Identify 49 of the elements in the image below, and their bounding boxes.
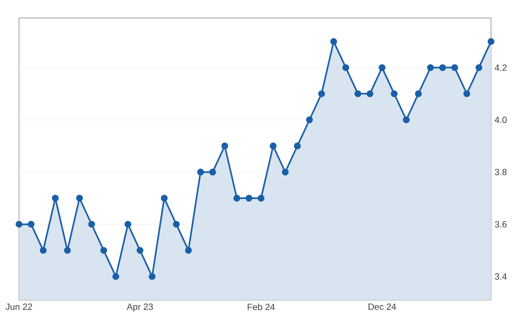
x-tick-label: Feb 24 [248,304,275,310]
point [390,90,398,98]
point [209,168,216,176]
point [451,64,458,72]
point [294,142,301,150]
point [100,246,108,254]
point [221,142,228,150]
point [427,64,434,72]
point [439,64,446,72]
point [306,116,313,124]
x-tick-label: Dec 24 [368,304,396,310]
point [354,90,362,98]
point [28,220,35,228]
point [463,90,470,98]
point [16,220,22,228]
point [136,246,144,254]
point [258,194,264,202]
point [414,90,422,98]
point [76,194,83,202]
point [52,194,59,202]
point [64,246,71,254]
x-tick-label: Jun 22 [6,304,32,310]
x-tick-label: Apr 23 [126,304,153,312]
point [160,194,168,202]
point [197,168,204,176]
point [148,273,156,280]
point [40,246,47,254]
y-tick-label: 4.0 [494,116,507,124]
y-tick-label: 3.8 [494,168,507,176]
point [233,194,240,202]
point [488,38,494,45]
y-tick-label: 3.4 [494,273,507,280]
point [172,220,180,228]
point [185,246,192,254]
y-tick-label: 4.2 [494,64,507,71]
point [366,90,374,98]
point [88,220,96,228]
point [318,90,325,98]
point [270,142,277,150]
point [476,64,482,72]
y-tick-label: 3.6 [494,221,507,228]
point [112,273,120,280]
point [402,116,410,124]
point [124,220,132,228]
point [378,64,386,72]
point [282,168,289,176]
point [246,194,252,202]
point [342,64,350,72]
point [330,38,338,45]
